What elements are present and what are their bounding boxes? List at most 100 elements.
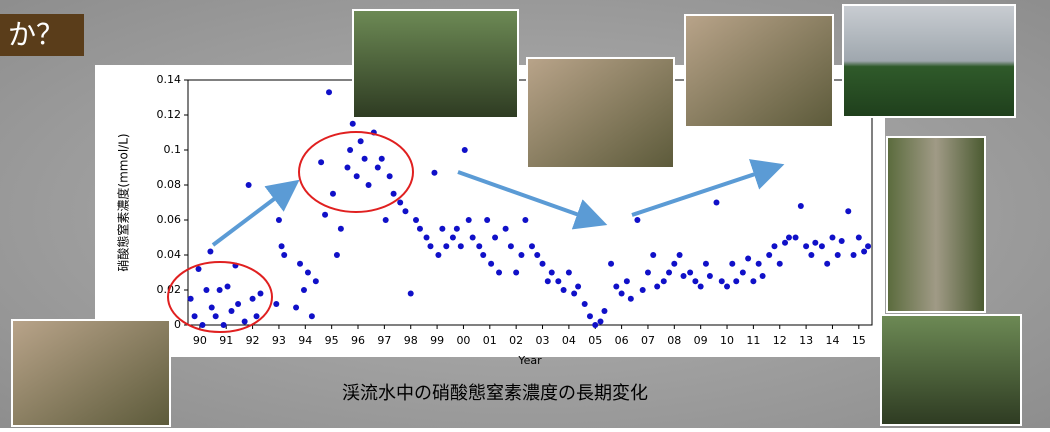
point	[427, 243, 433, 249]
point	[397, 200, 403, 206]
point	[318, 159, 324, 165]
point	[207, 249, 213, 255]
point	[466, 217, 472, 223]
point	[777, 261, 783, 267]
point	[338, 226, 344, 232]
point	[322, 212, 328, 218]
point	[640, 287, 646, 293]
point	[733, 278, 739, 284]
point	[555, 278, 561, 284]
x-tick-label: 98	[404, 334, 418, 347]
x-axis-label: Year	[517, 354, 542, 367]
point	[786, 235, 792, 241]
point	[199, 322, 205, 328]
point	[358, 138, 364, 144]
point	[221, 322, 227, 328]
point	[634, 217, 640, 223]
x-tick-label: 97	[377, 334, 391, 347]
point	[601, 308, 607, 314]
y-tick-label: 0.12	[157, 108, 182, 121]
point	[334, 252, 340, 258]
point	[561, 287, 567, 293]
point	[518, 252, 524, 258]
x-tick-label: 14	[825, 334, 839, 347]
point	[839, 238, 845, 244]
point	[613, 284, 619, 290]
x-tick-label: 10	[720, 334, 734, 347]
point	[582, 301, 588, 307]
point	[793, 235, 799, 241]
point	[375, 165, 381, 171]
point	[619, 291, 625, 297]
point	[309, 313, 315, 319]
point	[698, 284, 704, 290]
point	[488, 261, 494, 267]
point	[729, 261, 735, 267]
x-tick-label: 07	[641, 334, 655, 347]
point	[661, 278, 667, 284]
point	[745, 256, 751, 262]
point	[279, 243, 285, 249]
x-tick-label: 13	[799, 334, 813, 347]
point	[362, 156, 368, 162]
point	[281, 252, 287, 258]
y-tick-label: 0.06	[157, 213, 182, 226]
x-tick-label: 93	[272, 334, 286, 347]
photo	[12, 320, 170, 426]
point	[671, 261, 677, 267]
point	[692, 278, 698, 284]
point	[326, 89, 332, 95]
point	[246, 182, 252, 188]
caption: 渓流水中の硝酸態窒素濃度の長期変化	[342, 383, 648, 404]
x-tick-label: 12	[773, 334, 787, 347]
point	[344, 165, 350, 171]
x-tick-label: 15	[852, 334, 866, 347]
point	[798, 203, 804, 209]
y-axis-label: 硝酸態窒素濃度(mmol/L)	[116, 133, 131, 271]
point	[301, 287, 307, 293]
x-tick-label: 99	[430, 334, 444, 347]
point	[835, 252, 841, 258]
point	[435, 252, 441, 258]
photo	[887, 137, 985, 312]
point	[803, 243, 809, 249]
point	[771, 243, 777, 249]
point	[439, 226, 445, 232]
x-tick-label: 96	[351, 334, 365, 347]
slide: か？ 00.020.040.060.080.10.120.14909192939…	[0, 0, 1050, 428]
point	[250, 296, 256, 302]
point	[719, 278, 725, 284]
point	[687, 270, 693, 276]
point	[608, 261, 614, 267]
point	[454, 226, 460, 232]
point	[645, 270, 651, 276]
point	[213, 313, 219, 319]
point	[196, 266, 202, 272]
point	[431, 170, 437, 176]
point	[462, 147, 468, 153]
point	[534, 252, 540, 258]
point	[225, 284, 231, 290]
point	[808, 252, 814, 258]
point	[766, 252, 772, 258]
point	[508, 243, 514, 249]
point	[503, 226, 509, 232]
point	[402, 208, 408, 214]
photo	[843, 5, 1015, 117]
page: か？ 00.020.040.060.080.10.120.14909192939…	[0, 0, 1050, 428]
point	[273, 301, 279, 307]
point	[819, 243, 825, 249]
x-tick-label: 92	[246, 334, 260, 347]
photo	[881, 315, 1021, 425]
point	[529, 243, 535, 249]
point	[513, 270, 519, 276]
y-tick-label: 0.04	[157, 248, 182, 261]
point	[707, 273, 713, 279]
point	[545, 278, 551, 284]
point	[383, 217, 389, 223]
point	[861, 249, 867, 255]
x-tick-label: 05	[588, 334, 602, 347]
point	[217, 287, 223, 293]
point	[347, 147, 353, 153]
point	[624, 278, 630, 284]
